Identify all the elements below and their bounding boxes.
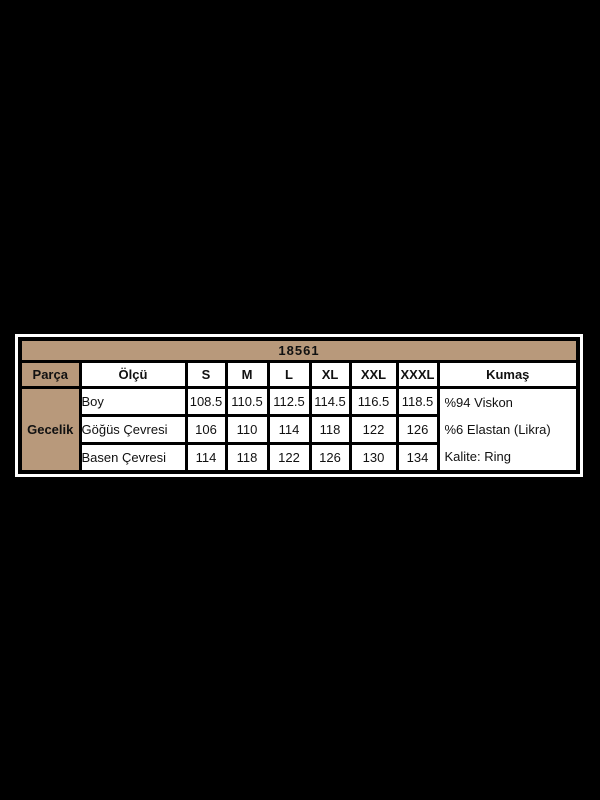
table-row: Göğüs Çevresi 106 110 114 118 122 126 xyxy=(20,414,578,445)
table-title: 18561 xyxy=(18,337,580,363)
col-header-xxxl: XXXL xyxy=(395,360,440,389)
cell-value: 110 xyxy=(224,414,270,445)
title-row: 18561 xyxy=(18,337,580,363)
row-label-gogus: Göğüs Çevresi xyxy=(78,414,188,445)
cell-value: 122 xyxy=(266,442,312,474)
size-table-frame: 18561 Parça Ölçü S M L XL XXL XXXL Kumaş… xyxy=(15,334,583,477)
col-header-xl: XL xyxy=(308,360,352,389)
table-row: Basen Çevresi 114 118 122 126 130 134 xyxy=(20,442,578,474)
header-row: Parça Ölçü S M L XL XXL XXXL Kumaş xyxy=(18,360,580,389)
cell-value: 114 xyxy=(184,442,228,474)
cell-value: 108.5 xyxy=(184,386,228,417)
row-label-boy: Boy xyxy=(78,386,188,417)
fabric-line-elastan: %6 Elastan (Likra) xyxy=(444,422,551,437)
col-header-s: S xyxy=(184,360,228,389)
col-header-m: M xyxy=(224,360,270,389)
col-header-olcu: Ölçü xyxy=(78,360,188,389)
fabric-line-viskon: %94 Viskon xyxy=(444,395,513,410)
table-row: Gecelik Boy 108.5 110.5 112.5 114.5 116.… xyxy=(18,386,580,474)
cell-value: 118 xyxy=(308,414,352,445)
fabric-cell: %94 Viskon %6 Elastan (Likra) Kalite: Ri… xyxy=(436,386,580,474)
cell-value: 122 xyxy=(348,414,399,445)
col-header-l: L xyxy=(266,360,312,389)
cell-value: 114 xyxy=(266,414,312,445)
cell-value: 126 xyxy=(308,442,352,474)
cell-value: 134 xyxy=(395,442,440,474)
cell-value: 118.5 xyxy=(395,386,440,417)
cell-value: 118 xyxy=(224,442,270,474)
col-header-parca: Parça xyxy=(18,360,82,389)
fabric-line-kalite: Kalite: Ring xyxy=(444,449,511,464)
cell-value: 110.5 xyxy=(224,386,270,417)
cell-value: 114.5 xyxy=(308,386,352,417)
col-header-kumas: Kumaş xyxy=(436,360,580,389)
cell-value: 106 xyxy=(184,414,228,445)
group-label: Gecelik xyxy=(18,386,82,474)
size-table: 18561 Parça Ölçü S M L XL XXL XXXL Kumaş… xyxy=(18,337,580,474)
cell-value: 116.5 xyxy=(348,386,399,417)
row-label-basen: Basen Çevresi xyxy=(78,442,188,474)
col-header-xxl: XXL xyxy=(348,360,399,389)
cell-value: 126 xyxy=(395,414,440,445)
cell-value: 130 xyxy=(348,442,399,474)
cell-value: 112.5 xyxy=(266,386,312,417)
